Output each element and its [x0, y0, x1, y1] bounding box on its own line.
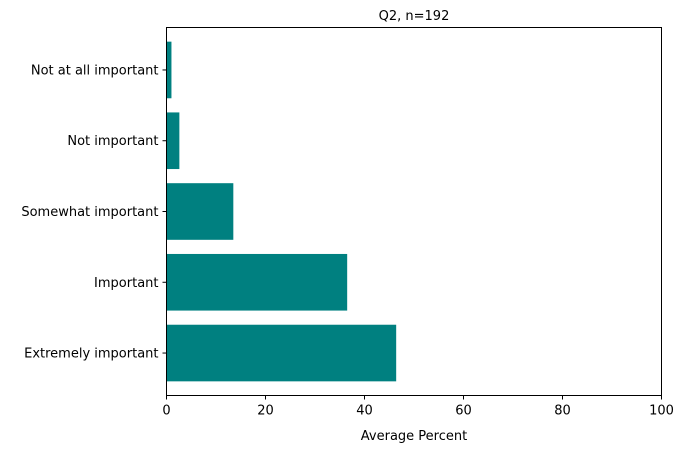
y-axis: Extremely important Important Somewhat imp… [21, 63, 167, 362]
x-tick-label: 20 [257, 404, 274, 419]
x-tick-label: 40 [356, 404, 373, 419]
x-tick-label: 80 [554, 404, 571, 419]
chart-title: Q2, n=192 [379, 9, 450, 24]
y-tick-label: Somewhat important [21, 205, 158, 220]
y-tick-label: Important [94, 276, 158, 291]
bar-extremely-important [166, 324, 397, 382]
x-axis: 0 20 40 60 80 100 [162, 395, 674, 419]
bar-somewhat-important [166, 183, 234, 240]
bars-group [166, 41, 397, 382]
y-tick-label: Extremely important [24, 347, 158, 362]
x-tick-label: 60 [455, 404, 472, 419]
bar-not-at-all-important [166, 41, 172, 99]
x-tick-label: 0 [162, 404, 170, 419]
y-tick-label: Not important [67, 134, 158, 149]
x-tick-label: 100 [649, 404, 674, 419]
bar-not-important [166, 112, 180, 170]
bar-important [166, 253, 348, 311]
x-axis-label: Average Percent [361, 429, 467, 444]
y-tick-label: Not at all important [31, 63, 159, 78]
